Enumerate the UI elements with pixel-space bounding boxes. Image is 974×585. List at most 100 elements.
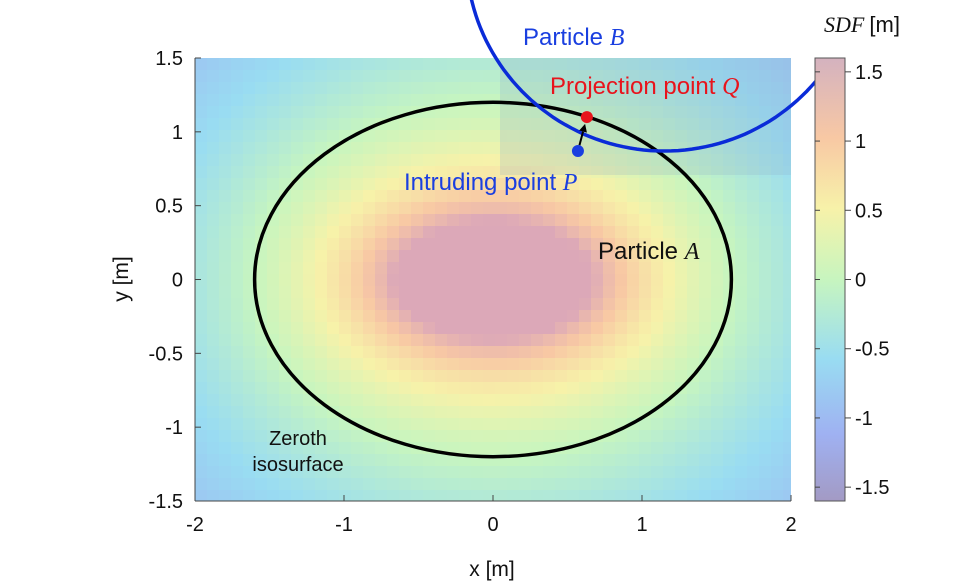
heatmap-cell: [687, 454, 700, 467]
heatmap-cell: [759, 178, 772, 191]
y-tick-label: 1.5: [155, 48, 183, 70]
heatmap-cell: [759, 238, 772, 251]
heatmap-cell: [723, 82, 736, 95]
heatmap-cell: [495, 154, 508, 167]
heatmap-cell: [363, 106, 376, 119]
heatmap-cell: [771, 298, 784, 311]
heatmap-cell: [327, 250, 340, 263]
heatmap-cell: [615, 394, 628, 407]
heatmap-cell: [687, 274, 700, 287]
heatmap-cell: [195, 250, 208, 263]
heatmap-cell: [735, 310, 748, 323]
heatmap-cell: [759, 358, 772, 371]
heatmap-cell: [663, 346, 676, 359]
heatmap-cell: [291, 334, 304, 347]
heatmap-cell: [279, 418, 292, 431]
colorbar-tick-label: 1.5: [855, 62, 883, 84]
heatmap-cell: [435, 82, 448, 95]
heatmap-cell: [279, 430, 292, 443]
heatmap-cell: [735, 154, 748, 167]
heatmap-cell: [375, 334, 388, 347]
heatmap-cell: [687, 70, 700, 83]
heatmap-cell: [783, 166, 791, 179]
heatmap-cell: [471, 238, 484, 251]
heatmap-cell: [327, 58, 340, 71]
heatmap-cell: [231, 418, 244, 431]
heatmap-cell: [711, 166, 724, 179]
heatmap-cell: [603, 418, 616, 431]
heatmap-cell: [207, 190, 220, 203]
heatmap-cell: [411, 154, 424, 167]
heatmap-cell: [243, 190, 256, 203]
heatmap-cell: [711, 454, 724, 467]
heatmap-cell: [759, 490, 772, 501]
heatmap-cell: [363, 442, 376, 455]
heatmap-cell: [735, 274, 748, 287]
heatmap-cell: [471, 490, 484, 501]
heatmap-cell: [219, 130, 232, 143]
heatmap-cell: [519, 286, 532, 299]
heatmap-cell: [519, 262, 532, 275]
heatmap-cell: [579, 262, 592, 275]
heatmap-cell: [675, 322, 688, 335]
heatmap-cell: [495, 490, 508, 501]
heatmap-cell: [615, 382, 628, 395]
heatmap-cell: [591, 370, 604, 383]
heatmap-cell: [375, 82, 388, 95]
heatmap-cell: [483, 466, 496, 479]
heatmap-cell: [279, 286, 292, 299]
heatmap-cell: [291, 274, 304, 287]
heatmap-cell: [411, 382, 424, 395]
heatmap-cell: [603, 82, 616, 95]
heatmap-cell: [759, 286, 772, 299]
heatmap-cell: [675, 430, 688, 443]
heatmap-cell: [219, 190, 232, 203]
heatmap-cell: [267, 454, 280, 467]
heatmap-cell: [471, 166, 484, 179]
heatmap-cell: [483, 286, 496, 299]
heatmap-cell: [567, 418, 580, 431]
heatmap-cell: [423, 58, 436, 71]
heatmap-cell: [735, 370, 748, 383]
heatmap-cell: [711, 154, 724, 167]
heatmap-cell: [603, 226, 616, 239]
heatmap-cell: [339, 118, 352, 131]
heatmap-cell: [399, 166, 412, 179]
heatmap-cell: [759, 322, 772, 335]
heatmap-cell: [483, 334, 496, 347]
heatmap-cell: [195, 82, 208, 95]
heatmap-cell: [327, 454, 340, 467]
heatmap-cell: [303, 214, 316, 227]
heatmap-cell: [639, 58, 652, 71]
heatmap-cell: [279, 214, 292, 227]
heatmap-cell: [315, 406, 328, 419]
heatmap-cell: [663, 370, 676, 383]
heatmap-cell: [651, 490, 664, 501]
heatmap-cell: [483, 274, 496, 287]
heatmap-cell: [447, 226, 460, 239]
heatmap-cell: [783, 334, 791, 347]
heatmap-cell: [687, 286, 700, 299]
heatmap-cell: [351, 58, 364, 71]
heatmap-cell: [387, 310, 400, 323]
heatmap-cell: [195, 382, 208, 395]
heatmap-cell: [195, 106, 208, 119]
heatmap-cell: [495, 298, 508, 311]
heatmap-cell: [603, 106, 616, 119]
heatmap-cell: [231, 442, 244, 455]
heatmap-cell: [255, 478, 268, 491]
heatmap-cell: [651, 226, 664, 239]
heatmap-cell: [639, 202, 652, 215]
heatmap-cell: [495, 334, 508, 347]
heatmap-cell: [783, 322, 791, 335]
heatmap-cell: [699, 154, 712, 167]
heatmap-cell: [471, 430, 484, 443]
heatmap-cell: [663, 262, 676, 275]
heatmap-cell: [627, 118, 640, 131]
heatmap-cell: [543, 214, 556, 227]
heatmap-cell: [651, 118, 664, 131]
heatmap-cell: [543, 142, 556, 155]
heatmap-cell: [339, 322, 352, 335]
heatmap-cell: [687, 130, 700, 143]
heatmap-cell: [687, 358, 700, 371]
